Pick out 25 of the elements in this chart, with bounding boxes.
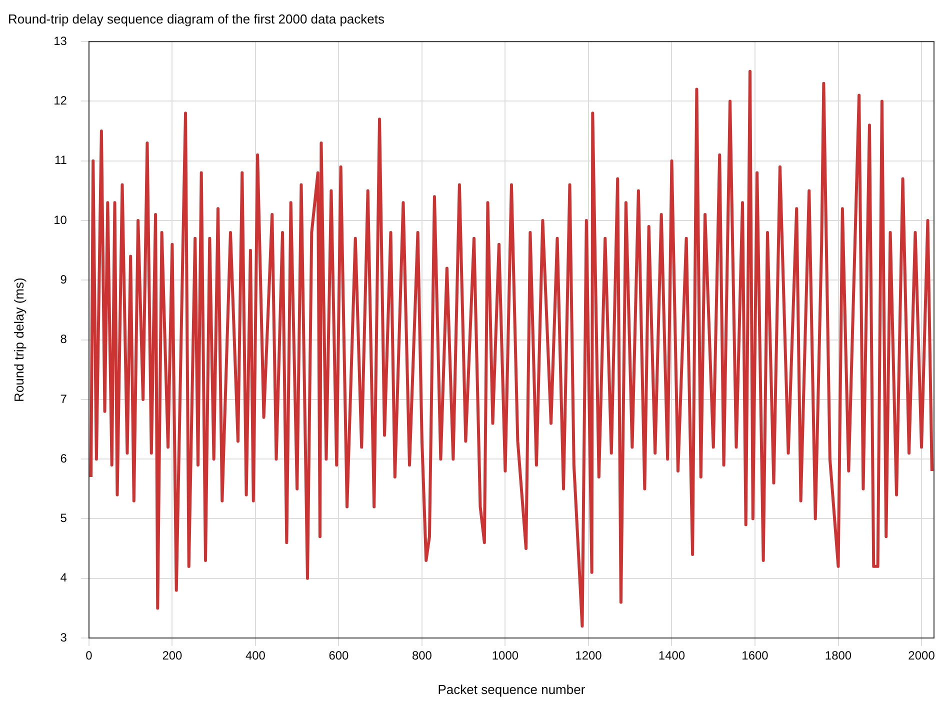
y-tick-label: 5 [60,511,68,526]
y-axis-title: Round trip delay (ms) [11,278,26,402]
x-tick-label: 800 [412,648,432,663]
x-tick-label: 1400 [658,648,686,663]
chart-title: Round-trip delay sequence diagram of the first 2000 data packets [8,11,386,26]
y-tick-label: 13 [54,34,68,48]
x-tick-label: 2000 [908,648,936,663]
x-tick-label: 400 [245,648,266,663]
y-tick-label: 10 [54,212,68,227]
x-tick-label: 1200 [575,648,602,663]
x-tick-label: 600 [328,648,350,663]
x-tick-label: 200 [162,648,183,663]
y-tick-label: 6 [60,451,68,466]
y-tick-label: 3 [60,630,68,644]
y-tick-label: 8 [60,332,68,346]
y-tick-label: 9 [60,272,68,286]
x-tick-label: 1800 [824,648,852,663]
y-tick-label: 12 [54,94,68,108]
x-tick-label: 1000 [492,648,519,663]
x-tick-label: 0 [86,648,93,663]
y-tick-label: 11 [54,153,68,168]
x-tick-label: 1600 [742,648,769,663]
x-axis-title: Packet sequence number [438,682,586,697]
y-tick-label: 4 [60,570,68,585]
y-tick-label: 7 [60,392,68,406]
